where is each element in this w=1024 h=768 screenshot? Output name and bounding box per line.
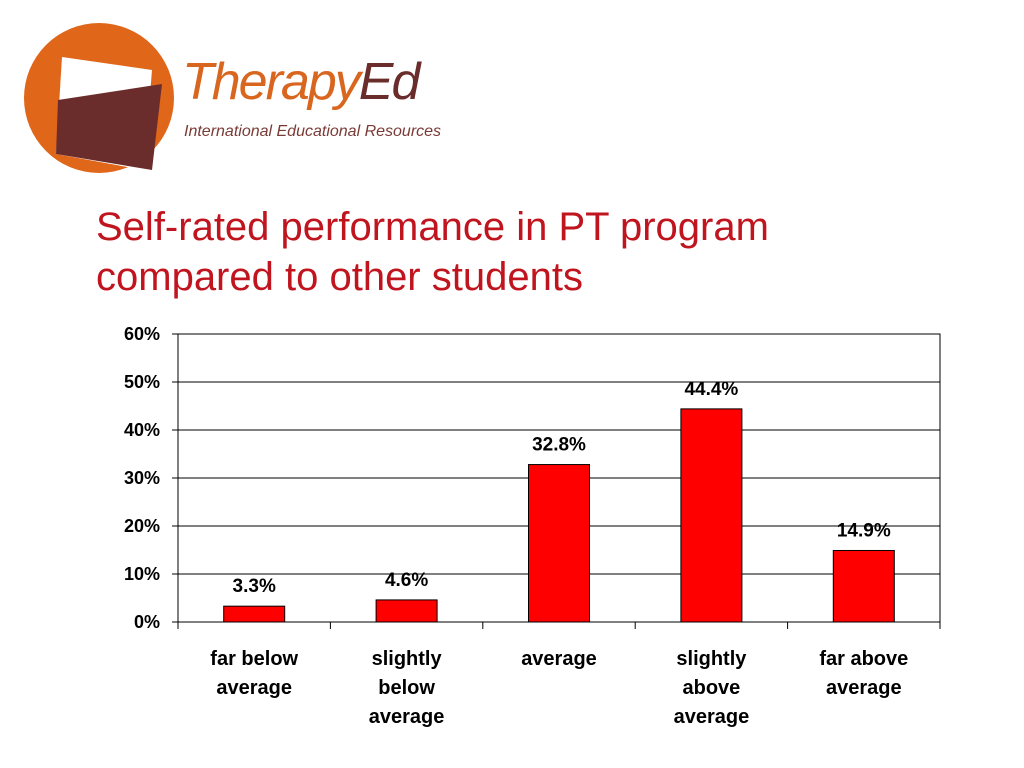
y-tick-label: 40%	[124, 420, 160, 440]
data-label: 3.3%	[233, 576, 276, 597]
bar	[375, 599, 438, 623]
y-tick-label: 10%	[124, 564, 160, 584]
category-label: far above average	[819, 648, 908, 699]
therapyed-logo	[24, 23, 174, 173]
category-label: far below average	[210, 648, 298, 699]
y-tick-label: 20%	[124, 516, 160, 536]
category-label: slightly above average	[674, 648, 750, 728]
data-label: 4.6%	[385, 570, 428, 591]
brand-tagline: International Educational Resources	[184, 123, 442, 140]
data-label: 32.8%	[532, 435, 586, 456]
brand-name: TherapyEd	[182, 52, 421, 112]
data-label: 14.9%	[837, 520, 891, 541]
y-tick-label: 0%	[134, 612, 160, 632]
bar	[528, 464, 590, 623]
slide-title: Self-rated performance in PT program com…	[96, 205, 769, 299]
bar	[680, 408, 743, 623]
y-tick-label: 30%	[124, 468, 160, 488]
brand-name-therapy: Therapy	[182, 53, 361, 111]
category-label: slightly below average	[369, 648, 445, 728]
bar	[832, 549, 895, 623]
logo-page-fold-icon	[56, 84, 162, 170]
y-tick-label: 60%	[124, 324, 160, 344]
y-tick-label: 50%	[124, 372, 160, 392]
category-label: average	[521, 648, 597, 670]
bar	[223, 605, 286, 623]
brand-name-ed: Ed	[358, 53, 421, 111]
data-label: 44.4%	[684, 379, 738, 400]
